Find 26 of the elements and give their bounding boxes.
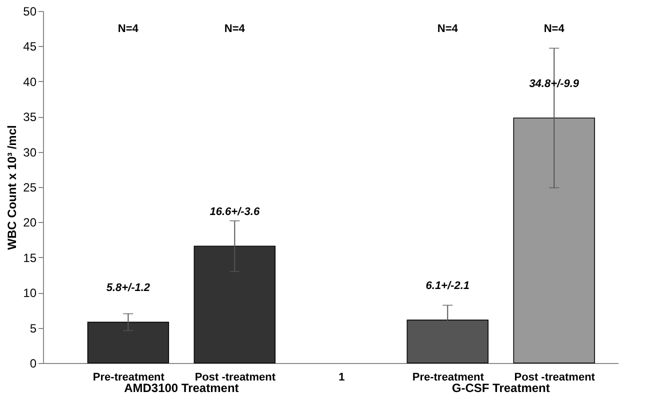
x-tick-label: Pre-treatment [92, 372, 165, 384]
y-tick-label: 50 [23, 4, 37, 18]
x-tick-label: Post -treatment [514, 372, 596, 384]
text: AMD3100 Treatment [124, 381, 239, 395]
data-label: 16.6+/-3.6 [210, 206, 260, 218]
x-tick-label: Pre-treatment [412, 372, 484, 384]
y-tick-label: 35 [23, 110, 37, 124]
y-tick-label: 25 [23, 180, 37, 194]
y-tick-label: 30 [23, 145, 37, 160]
annotation: N=4 [224, 23, 246, 35]
y-tick-label: 15 [23, 250, 37, 265]
y-tick-label: 10 [23, 286, 37, 300]
annotation: N=4 [544, 23, 566, 35]
annotation: N=4 [118, 23, 140, 35]
x-tick-label: Post -treatment [194, 372, 276, 384]
data-label: 6.1+/-2.1 [426, 280, 470, 292]
text: G-CSF Treatment [452, 381, 550, 395]
y-tick-label: 40 [23, 74, 37, 89]
y-tick-label: 20 [23, 216, 37, 230]
x-tick-label: 1 [338, 372, 345, 384]
y-axis-title: WBC Count x 10³ /mcl [5, 125, 20, 250]
data-label: 5.8+/-1.2 [106, 282, 150, 294]
y-tick-label: 45 [23, 40, 37, 54]
y-tick-label: 0 [30, 356, 37, 370]
annotation: N=4 [437, 23, 459, 35]
y-tick-label: 5 [30, 321, 37, 336]
